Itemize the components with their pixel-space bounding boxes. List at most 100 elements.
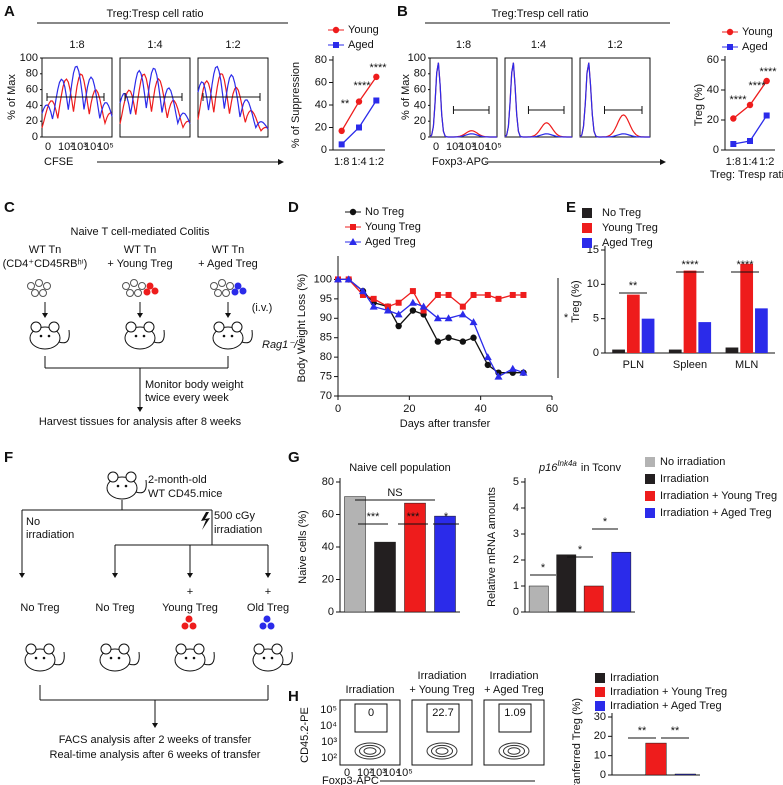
x-tick-label: 10⁴ [84, 141, 101, 153]
y-tick-label: 40 [26, 99, 38, 111]
significance: * [564, 312, 569, 324]
mouse-icon [24, 648, 56, 672]
x-tick-label: 60 [546, 403, 558, 415]
label: + Aged Treg [484, 684, 544, 696]
x-tick-label: 10⁵ [485, 141, 502, 153]
marker [359, 291, 366, 298]
mouse-tail [241, 329, 253, 344]
histogram-trace [504, 62, 572, 138]
marker [420, 307, 427, 314]
significance: **** [353, 80, 371, 92]
marker [395, 299, 402, 306]
legend-label: Aged Treg [602, 237, 653, 249]
flow-gate [354, 703, 388, 733]
mouse-ear [213, 321, 225, 333]
histogram-trace [429, 62, 497, 138]
label: Young Treg [162, 602, 218, 614]
mouse-ear [125, 471, 137, 483]
marker [763, 77, 770, 85]
y-tick-label: 60 [414, 84, 426, 96]
y-tick-label: 40 [707, 84, 719, 96]
label: 10² [321, 752, 337, 764]
legend-swatch [582, 238, 592, 248]
x-tick-label: 10³ [71, 141, 87, 153]
mouse-eye [39, 334, 43, 338]
chart-title: Naive cell population [349, 462, 451, 474]
flow-frame [339, 699, 401, 766]
y-tick-label: 1 [513, 580, 519, 592]
y-tick-label: 80 [320, 351, 332, 363]
y-tick-label: 20 [26, 115, 38, 127]
arrow-head [42, 313, 48, 318]
significance: **** [759, 66, 777, 78]
mouse-ear [175, 643, 187, 655]
mouse-icon [29, 326, 61, 350]
marker [409, 288, 416, 295]
y-tick-label: 20 [707, 114, 719, 126]
bar [528, 585, 549, 613]
y-tick-label: 0 [593, 347, 599, 359]
treg-icon [181, 622, 189, 630]
y-tick-label: 0 [713, 144, 719, 156]
y-axis-label: % of Max [400, 74, 412, 120]
y-tick-label: 80 [315, 54, 327, 66]
label: Irradiation [346, 684, 395, 696]
y-tick-label: 20 [414, 115, 426, 127]
histogram-trace [504, 62, 572, 138]
x-axis-label: Days after transfer [400, 418, 491, 430]
contour [359, 744, 381, 758]
mouse-icon [212, 326, 244, 350]
mouse-ear [253, 643, 265, 655]
marker [373, 73, 380, 81]
contour [435, 747, 449, 755]
marker [338, 141, 345, 148]
panel-title: Treg:Tresp cell ratio [492, 8, 589, 20]
label: WT CD45.mice [148, 488, 222, 500]
y-tick-label: 40 [414, 99, 426, 111]
bar [641, 318, 655, 353]
y-tick-label: 85 [320, 332, 332, 344]
cell-icon [226, 282, 234, 290]
label: + Young Treg [107, 258, 172, 270]
bar [611, 551, 632, 613]
mouse-eye [42, 656, 46, 660]
mouse-eye [192, 656, 196, 660]
mouse-tail [58, 329, 70, 344]
treg-icon [239, 287, 247, 295]
arrow-head [112, 573, 118, 578]
label: 10⁵ [320, 704, 337, 716]
label: 10³ [370, 767, 386, 779]
treg-icon [146, 282, 154, 290]
flow-gate [498, 703, 532, 733]
label: 500 cGy [214, 510, 255, 522]
label: twice every week [145, 392, 229, 404]
marker [469, 318, 478, 326]
y-tick-label: 20 [315, 121, 327, 133]
histogram-trace [429, 62, 497, 138]
panel-label: F [4, 449, 13, 466]
legend-swatch [595, 701, 605, 711]
mouse-eye [47, 334, 51, 338]
route-label: (i.v.) [252, 302, 273, 314]
marker [383, 306, 392, 314]
x-axis-label: Foxp3-APC [432, 156, 489, 168]
gate-value: 22.7 [432, 707, 453, 719]
histogram-trace [579, 62, 650, 138]
x-tick-label: MLN [735, 359, 758, 371]
marker [763, 112, 770, 119]
significance: ** [341, 98, 350, 110]
arrow-head [137, 313, 143, 318]
marker [409, 307, 417, 314]
ratio-label: 1:4 [147, 39, 162, 51]
mouse-ear [107, 471, 119, 483]
y-tick-label: 20 [322, 573, 334, 585]
contour [431, 744, 453, 758]
legend-label: Young Treg [365, 221, 421, 233]
series-line [338, 278, 524, 378]
mouse-ear [48, 321, 60, 333]
y-tick-label: 80 [322, 476, 334, 488]
y-tick-label: 40 [315, 99, 327, 111]
treg-icon [234, 282, 242, 290]
y-tick-label: 75 [320, 370, 332, 382]
